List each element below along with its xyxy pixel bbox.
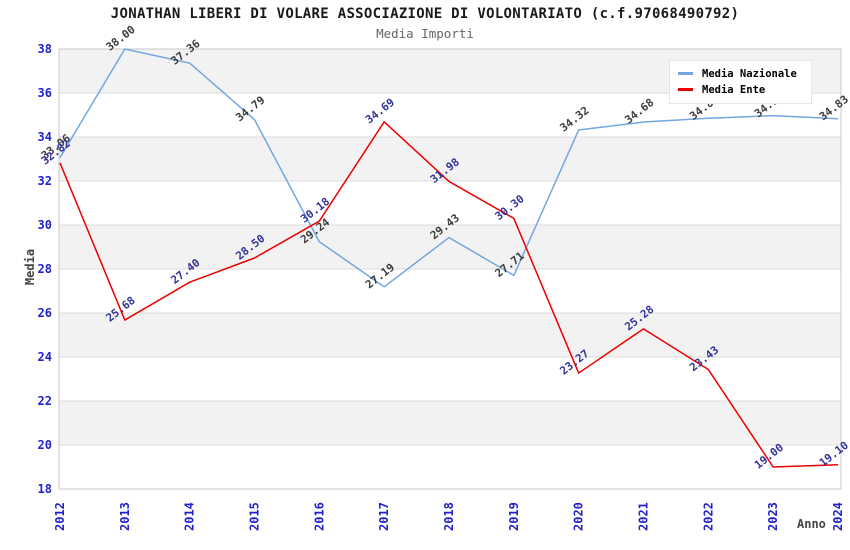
x-tick-label: 2020	[572, 502, 586, 531]
x-tick-label: 2022	[701, 502, 715, 531]
legend-swatch-red-line-icon	[678, 88, 693, 91]
x-tick-label: 2015	[248, 502, 262, 531]
y-tick-label: 36	[38, 86, 52, 100]
y-tick-label: 18	[38, 482, 52, 496]
chart-subtitle: Media Importi	[376, 26, 474, 41]
chart-legend: Media Nazionale Media Ente	[669, 60, 812, 104]
chart-title: JONATHAN LIBERI DI VOLARE ASSOCIAZIONE D…	[110, 6, 740, 22]
y-tick-label: 28	[38, 262, 52, 276]
series-line-media-nazionale	[59, 48, 839, 288]
y-tick-label: 24	[38, 350, 52, 364]
series-line-media-ente	[59, 121, 839, 468]
x-tick-label: 2014	[183, 502, 197, 531]
legend-label: Media Nazionale	[702, 67, 797, 80]
y-tick-label: 22	[38, 394, 52, 408]
legend-swatch-blue-line-icon	[678, 72, 693, 75]
x-tick-label: 2013	[118, 502, 132, 531]
data-label: 34.32	[557, 104, 591, 135]
x-tick-label: 2012	[53, 502, 67, 531]
y-tick-label: 30	[38, 218, 52, 232]
plot-border	[58, 48, 842, 490]
legend-label: Media Ente	[702, 83, 766, 96]
x-tick-label: 2021	[637, 502, 651, 531]
y-tick-label: 38	[38, 42, 52, 56]
x-tick-label: 2018	[442, 502, 456, 531]
y-tick-label: 26	[38, 306, 52, 320]
x-axis-title: Anno	[797, 517, 826, 531]
data-label: 34.69	[363, 96, 397, 127]
x-tick-label: 2024	[831, 502, 845, 531]
y-tick-label: 34	[38, 130, 52, 144]
data-label: 30.30	[493, 192, 527, 223]
x-tick-label: 2017	[377, 502, 391, 531]
x-tick-label: 2016	[312, 502, 326, 531]
y-tick-label: 20	[38, 438, 52, 452]
legend-item-media-nazionale: Media Nazionale	[678, 66, 803, 81]
data-label: 34.79	[233, 94, 267, 125]
y-axis-title: Media	[23, 248, 37, 286]
legend-item-media-ente: Media Ente	[678, 82, 803, 97]
plot-band	[59, 137, 841, 181]
x-tick-label: 2023	[766, 502, 780, 531]
y-tick-label: 32	[38, 174, 52, 188]
x-tick-label: 2019	[507, 502, 521, 531]
plot-band	[59, 313, 841, 357]
plot-band	[59, 225, 841, 269]
plot-band	[59, 401, 841, 445]
